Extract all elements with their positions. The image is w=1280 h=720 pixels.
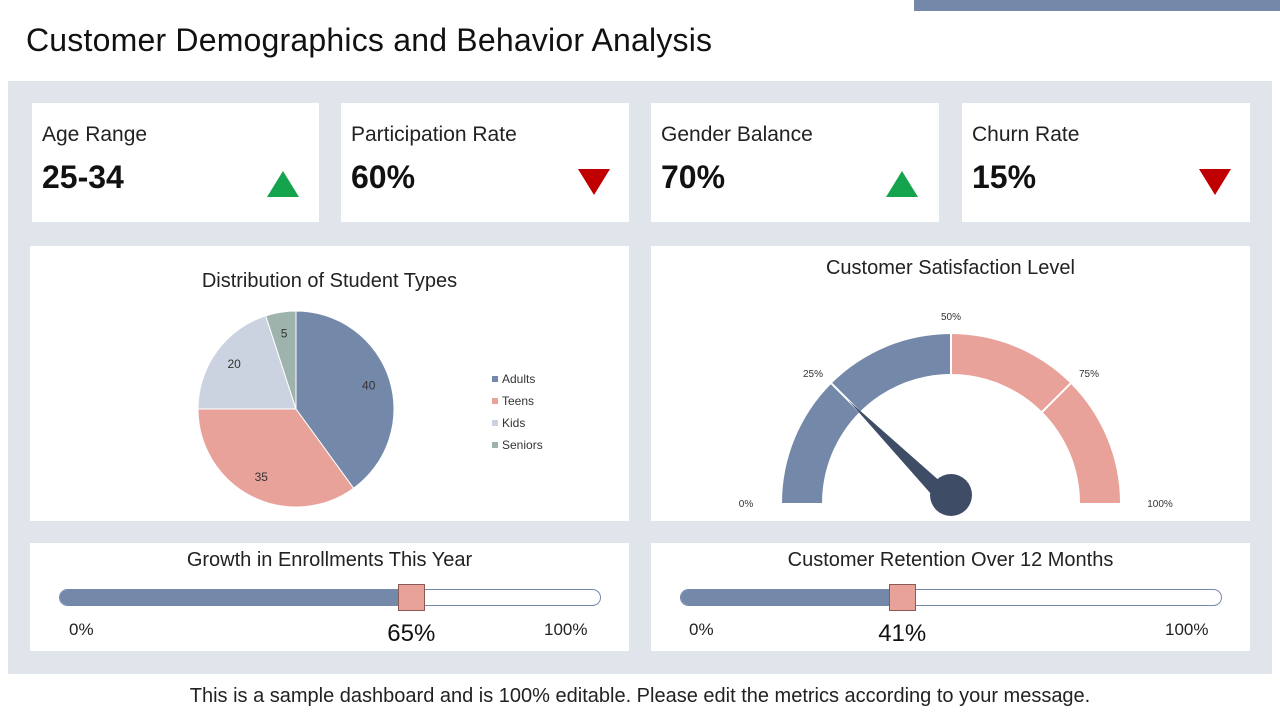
- pie-data-label: 20: [227, 357, 241, 371]
- pie-data-label: 5: [281, 327, 288, 341]
- progress-min-label: 0%: [689, 620, 714, 639]
- pie-chart: 40 35 20 5: [197, 310, 395, 508]
- kpi-label: Participation Rate: [351, 123, 517, 146]
- top-accent-bar: [914, 0, 1280, 11]
- legend-swatch: [492, 420, 498, 426]
- legend-swatch: [492, 442, 498, 448]
- triangle-down-icon: [1199, 169, 1231, 195]
- pie-slice-teens: [197, 408, 355, 508]
- pie-legend: Adults Teens Kids Seniors: [492, 368, 543, 456]
- kpi-card-gender-balance: Gender Balance 70%: [651, 103, 939, 222]
- progress-thumb[interactable]: [889, 584, 917, 611]
- kpi-value: 25-34: [42, 159, 124, 195]
- progress-value-label: 41%: [878, 620, 927, 647]
- enrollment-growth-card: Growth in Enrollments This Year 0% 100% …: [30, 543, 629, 651]
- student-types-chart-card: Distribution of Student Types 40 35 20 5 Ad…: [30, 246, 629, 521]
- footer-note: This is a sample dashboard and is 100% e…: [189, 685, 1091, 707]
- gauge-band-2: [951, 334, 1120, 503]
- kpi-value: 70%: [661, 159, 726, 195]
- legend-label: Teens: [502, 394, 535, 408]
- gauge-band-1: [782, 334, 951, 503]
- legend-label: Adults: [502, 372, 536, 386]
- legend-swatch: [492, 398, 498, 404]
- gauge-needle-hub: [930, 474, 972, 516]
- kpi-card-churn-rate: Churn Rate 15%: [962, 103, 1250, 222]
- progress-track: [59, 589, 601, 606]
- page-title: Customer Demographics and Behavior Analy…: [26, 22, 713, 58]
- pie-slice-seniors: [265, 310, 297, 410]
- pie-slice-kids: [197, 315, 297, 410]
- gauge-needle: [848, 400, 958, 510]
- gauge-tick-label: 50%: [941, 312, 961, 323]
- progress-thumb[interactable]: [398, 584, 426, 611]
- progress-fill: [681, 590, 903, 605]
- kpi-value: 60%: [351, 159, 416, 195]
- kpi-label: Age Range: [42, 123, 148, 146]
- gauge-tick-separator: [1040, 382, 1072, 414]
- progress-title: Customer Retention Over 12 Months: [787, 549, 1114, 571]
- progress-max-label: 100%: [1165, 620, 1209, 639]
- satisfaction-gauge-card: Customer Satisfaction Level 0% 25% 50% 75% 1…: [651, 246, 1250, 521]
- triangle-up-icon: [267, 171, 299, 197]
- progress-max-label: 100%: [544, 620, 588, 639]
- kpi-card-age-range: Age Range 25-34: [32, 103, 319, 222]
- gauge-tick-label: 0%: [739, 499, 754, 510]
- kpi-label: Churn Rate: [972, 123, 1080, 146]
- triangle-up-icon: [886, 171, 918, 197]
- legend-swatch: [492, 376, 498, 382]
- pie-data-label: 40: [362, 378, 376, 392]
- legend-label: Seniors: [502, 438, 543, 452]
- gauge-tick-label: 75%: [1079, 369, 1099, 380]
- legend-item-kids: Kids: [492, 412, 543, 434]
- gauge-tick-label: 100%: [1147, 499, 1173, 510]
- legend-item-adults: Adults: [492, 368, 543, 390]
- gauge-tick-label: 25%: [803, 369, 823, 380]
- chart-title: Customer Satisfaction Level: [825, 257, 1075, 279]
- pie-data-label: 35: [255, 470, 269, 484]
- pie-slice-adults: [295, 310, 395, 489]
- progress-track: [680, 589, 1222, 606]
- legend-item-teens: Teens: [492, 390, 543, 412]
- triangle-down-icon: [578, 169, 610, 195]
- progress-fill: [60, 590, 411, 605]
- kpi-card-participation-rate: Participation Rate 60%: [341, 103, 629, 222]
- legend-label: Kids: [502, 416, 526, 430]
- customer-retention-card: Customer Retention Over 12 Months 0% 100…: [651, 543, 1250, 651]
- progress-min-label: 0%: [69, 620, 94, 639]
- chart-title: Distribution of Student Types: [201, 270, 458, 292]
- legend-item-seniors: Seniors: [492, 434, 543, 456]
- gauge-chart: 0% 25% 50% 75% 100%: [739, 312, 1173, 516]
- kpi-value: 15%: [972, 159, 1037, 195]
- progress-value-label: 65%: [387, 620, 436, 647]
- progress-title: Growth in Enrollments This Year: [186, 549, 473, 571]
- kpi-label: Gender Balance: [661, 123, 813, 146]
